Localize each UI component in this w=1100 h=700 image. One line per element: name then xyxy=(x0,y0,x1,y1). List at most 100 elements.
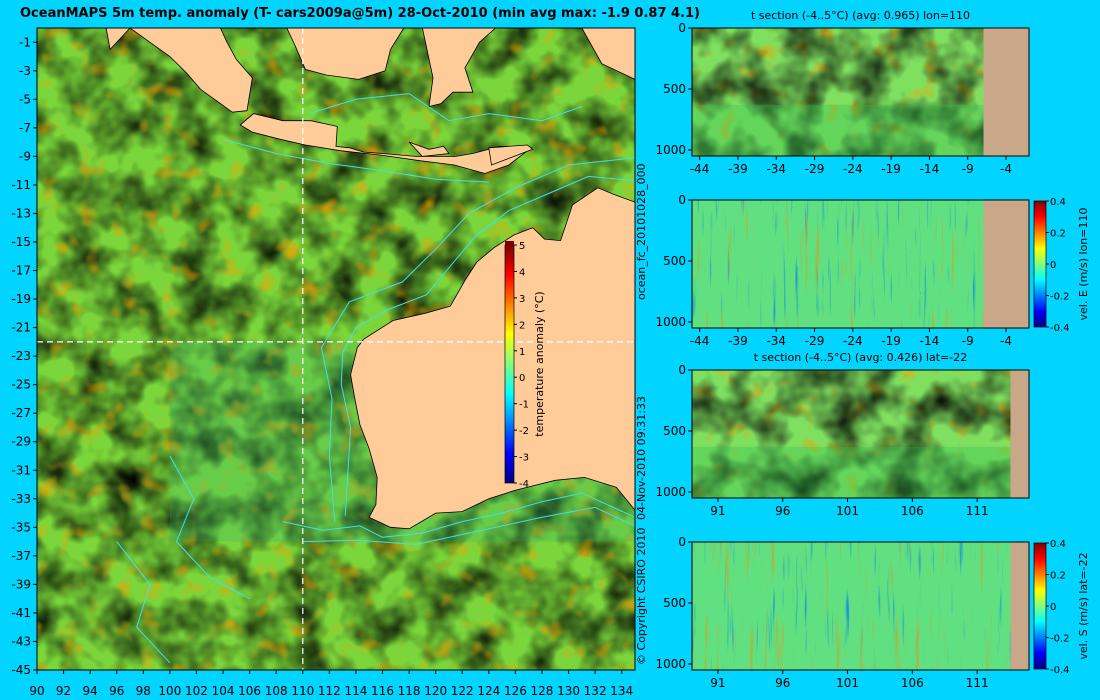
map-colorbar-tick-label: 4 xyxy=(519,267,525,278)
map-colorbar-tick-label: 2 xyxy=(519,320,525,331)
section-colorbar-tick-label: 0.2 xyxy=(1050,571,1066,582)
map-x-tick-label: 122 xyxy=(451,684,474,698)
map-x-tick-label: 120 xyxy=(424,684,447,698)
section-colorbar-tick-label: 0.4 xyxy=(1050,539,1066,550)
section-colorbar-tick-label: 0 xyxy=(1050,602,1056,613)
section-colorbar-tick-label: -0.2 xyxy=(1050,292,1070,303)
section-frame xyxy=(691,541,1030,671)
section-x-tick-label: 91 xyxy=(710,676,725,690)
map-x-tick-label: 114 xyxy=(344,684,367,698)
section-x-tick-label: -44 xyxy=(690,334,710,348)
section-x-tick-label: 96 xyxy=(775,676,790,690)
bathymetry-contour xyxy=(169,455,250,600)
map-colorbar-tick-label: 0 xyxy=(519,373,525,384)
map-y-tick-label: -25 xyxy=(11,378,31,392)
map-y-tick-label: -19 xyxy=(11,292,31,306)
map-x-tick-label: 112 xyxy=(318,684,341,698)
map-y-tick-label: -3 xyxy=(19,64,31,78)
map-x-tick-label: 96 xyxy=(109,684,124,698)
section-frame xyxy=(691,369,1030,499)
map-colorbar-tick-label: -4 xyxy=(519,479,529,490)
map-x-tick-label: 108 xyxy=(265,684,288,698)
map-x-tick-label: 128 xyxy=(531,684,554,698)
map-y-tick-label: -27 xyxy=(11,406,31,420)
section-seafloor-land xyxy=(983,28,1029,156)
section-x-tick-label: -19 xyxy=(881,334,901,348)
map-x-tick-label: 134 xyxy=(610,684,633,698)
map-y-tick-label: -43 xyxy=(11,634,31,648)
section-frame xyxy=(691,199,1030,329)
section-y-tick-label: 0 xyxy=(678,535,686,549)
section-vel-positive-jets xyxy=(692,200,984,328)
map-x-tick-label: 100 xyxy=(158,684,181,698)
section-y-tick-label: 1000 xyxy=(655,315,686,329)
section-x-tick-label: -14 xyxy=(920,162,940,176)
section-x-tick-label: 101 xyxy=(836,676,859,690)
map-y-tick-label: -41 xyxy=(11,606,31,620)
map-x-tick-label: 94 xyxy=(83,684,98,698)
section-colorbar-tick-label: -0.2 xyxy=(1050,634,1070,645)
map-y-tick-label: -1 xyxy=(19,35,31,49)
map-y-tick-label: -17 xyxy=(11,264,31,278)
map-colorbar-label: temperature anomaly (°C) xyxy=(533,291,546,436)
map-x-tick-label: 132 xyxy=(584,684,607,698)
section-temp-deep-layer xyxy=(692,446,1011,498)
map-x-tick-label: 98 xyxy=(136,684,151,698)
section-colorbar-tick-label: -0.4 xyxy=(1050,665,1070,676)
section-panel-t_section_lat22: t section (-4..5°C) (avg: 0.426) lat=-22… xyxy=(655,351,1030,518)
section-panels: t section (-4..5°C) (avg: 0.965) lon=110… xyxy=(655,9,1090,690)
section-x-tick-label: 91 xyxy=(710,504,725,518)
bathymetry-contour xyxy=(309,93,582,122)
java-nusa-tenggara-land xyxy=(239,113,533,174)
section-colorbar-tick-label: 0.4 xyxy=(1050,197,1066,208)
section-y-tick-label: 0 xyxy=(678,363,686,377)
section-x-tick-label: -34 xyxy=(766,334,786,348)
borneo-land xyxy=(286,27,405,80)
section-x-tick-label: -24 xyxy=(843,334,863,348)
map-x-tick-label: 110 xyxy=(291,684,314,698)
section-x-tick-label: 101 xyxy=(836,504,859,518)
map-y-tick-label: -13 xyxy=(11,206,31,220)
map-colorbar-tick-label: 5 xyxy=(519,241,525,252)
section-x-tick-label: -19 xyxy=(881,162,901,176)
bathymetry-contour xyxy=(302,506,636,546)
map-colorbar-tick-label: 1 xyxy=(519,347,525,358)
map-colorbar xyxy=(504,244,515,484)
figure-title: OceanMAPS 5m temp. anomaly (T- cars2009a… xyxy=(20,6,700,21)
map-y-tick-label: -31 xyxy=(11,463,31,477)
map-y-tick-label: -33 xyxy=(11,492,31,506)
section-x-tick-label: -9 xyxy=(962,334,974,348)
section-colorbar xyxy=(1033,542,1047,670)
section-panel-velS_section_lat22: 91 96 101 106 111 0 500 1000 0.4 0.2 0 -0.2 -0.4 vel.… xyxy=(655,535,1090,690)
section-x-tick-label: 111 xyxy=(966,504,989,518)
section-colorbar-label: vel. E (m/s) lon=110 xyxy=(1077,208,1090,321)
map-x-tick-label: 130 xyxy=(557,684,580,698)
section-vel-positive-jets xyxy=(692,542,1011,670)
map-y-tick-label: -11 xyxy=(11,178,31,192)
section-panel-velE_section_lon110: -44 -39 -34 -29 -24 -19 -14 -9 -4 0 500 1000 0.4 0.2 0… xyxy=(655,193,1090,348)
map-y-tick-label: -37 xyxy=(11,549,31,563)
sumatra-land xyxy=(105,27,253,113)
map-y-tick-label: -39 xyxy=(11,577,31,591)
map-y-tick-label: -21 xyxy=(11,321,31,335)
section-x-tick-label: -44 xyxy=(690,162,710,176)
section-colorbar-tick-label: -0.4 xyxy=(1050,323,1070,334)
map-y-tick-label: -45 xyxy=(11,663,31,677)
section-panel-t_section_lon110: t section (-4..5°C) (avg: 0.965) lon=110… xyxy=(655,9,1030,176)
section-colorbar xyxy=(1033,200,1047,328)
sulawesi-land xyxy=(421,27,497,108)
section-x-tick-label: 96 xyxy=(775,504,790,518)
map-colorbar-tick-label: -3 xyxy=(519,453,529,464)
section-y-tick-label: 500 xyxy=(663,254,686,268)
section-x-tick-label: -39 xyxy=(728,162,748,176)
map-x-tick-label: 116 xyxy=(371,684,394,698)
bathymetry-contour xyxy=(320,157,636,522)
section-temp-cool-eddies xyxy=(692,370,1011,498)
map-panel: 90 92 94 96 98 100 102 104 106 108 110 112 114 116 118… xyxy=(11,27,636,698)
map-x-tick-label: 90 xyxy=(29,684,44,698)
section-x-tick-label: -34 xyxy=(766,162,786,176)
map-y-tick-label: -29 xyxy=(11,435,31,449)
generated-timestamp: 04-Nov-2010 09:31:33 xyxy=(635,396,648,520)
section-x-tick-label: -24 xyxy=(843,162,863,176)
map-y-tick-label: -5 xyxy=(19,92,31,106)
